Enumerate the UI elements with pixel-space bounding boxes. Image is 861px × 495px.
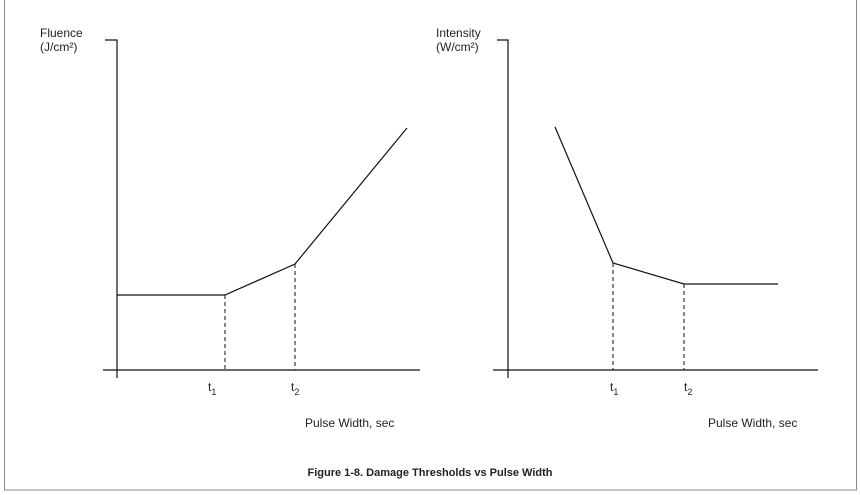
left-plot: Fluence (J/cm²) t1 t2 Pulse Width, sec [40, 26, 420, 430]
curve [554, 126, 778, 285]
y-label: Fluence [40, 26, 83, 40]
y-unit: (W/cm²) [436, 40, 479, 54]
right-plot: Intensity (W/cm²) t1 t2 Pulse Width, sec [436, 26, 818, 430]
marker-label: t2 [291, 380, 299, 397]
axes [493, 39, 818, 378]
caption: Figure 1-8. Damage Thresholds vs Pulse W… [307, 467, 552, 479]
axes [103, 39, 420, 378]
marker-label: t2 [684, 380, 692, 397]
frame [4, 0, 857, 491]
y-unit: (J/cm²) [40, 40, 77, 54]
marker-label: t1 [610, 380, 618, 397]
curve [117, 127, 408, 296]
x-label: Pulse Width, sec [305, 416, 394, 430]
marker-label: t1 [208, 380, 216, 397]
x-label: Pulse Width, sec [708, 416, 797, 430]
y-label: Intensity [436, 26, 481, 40]
